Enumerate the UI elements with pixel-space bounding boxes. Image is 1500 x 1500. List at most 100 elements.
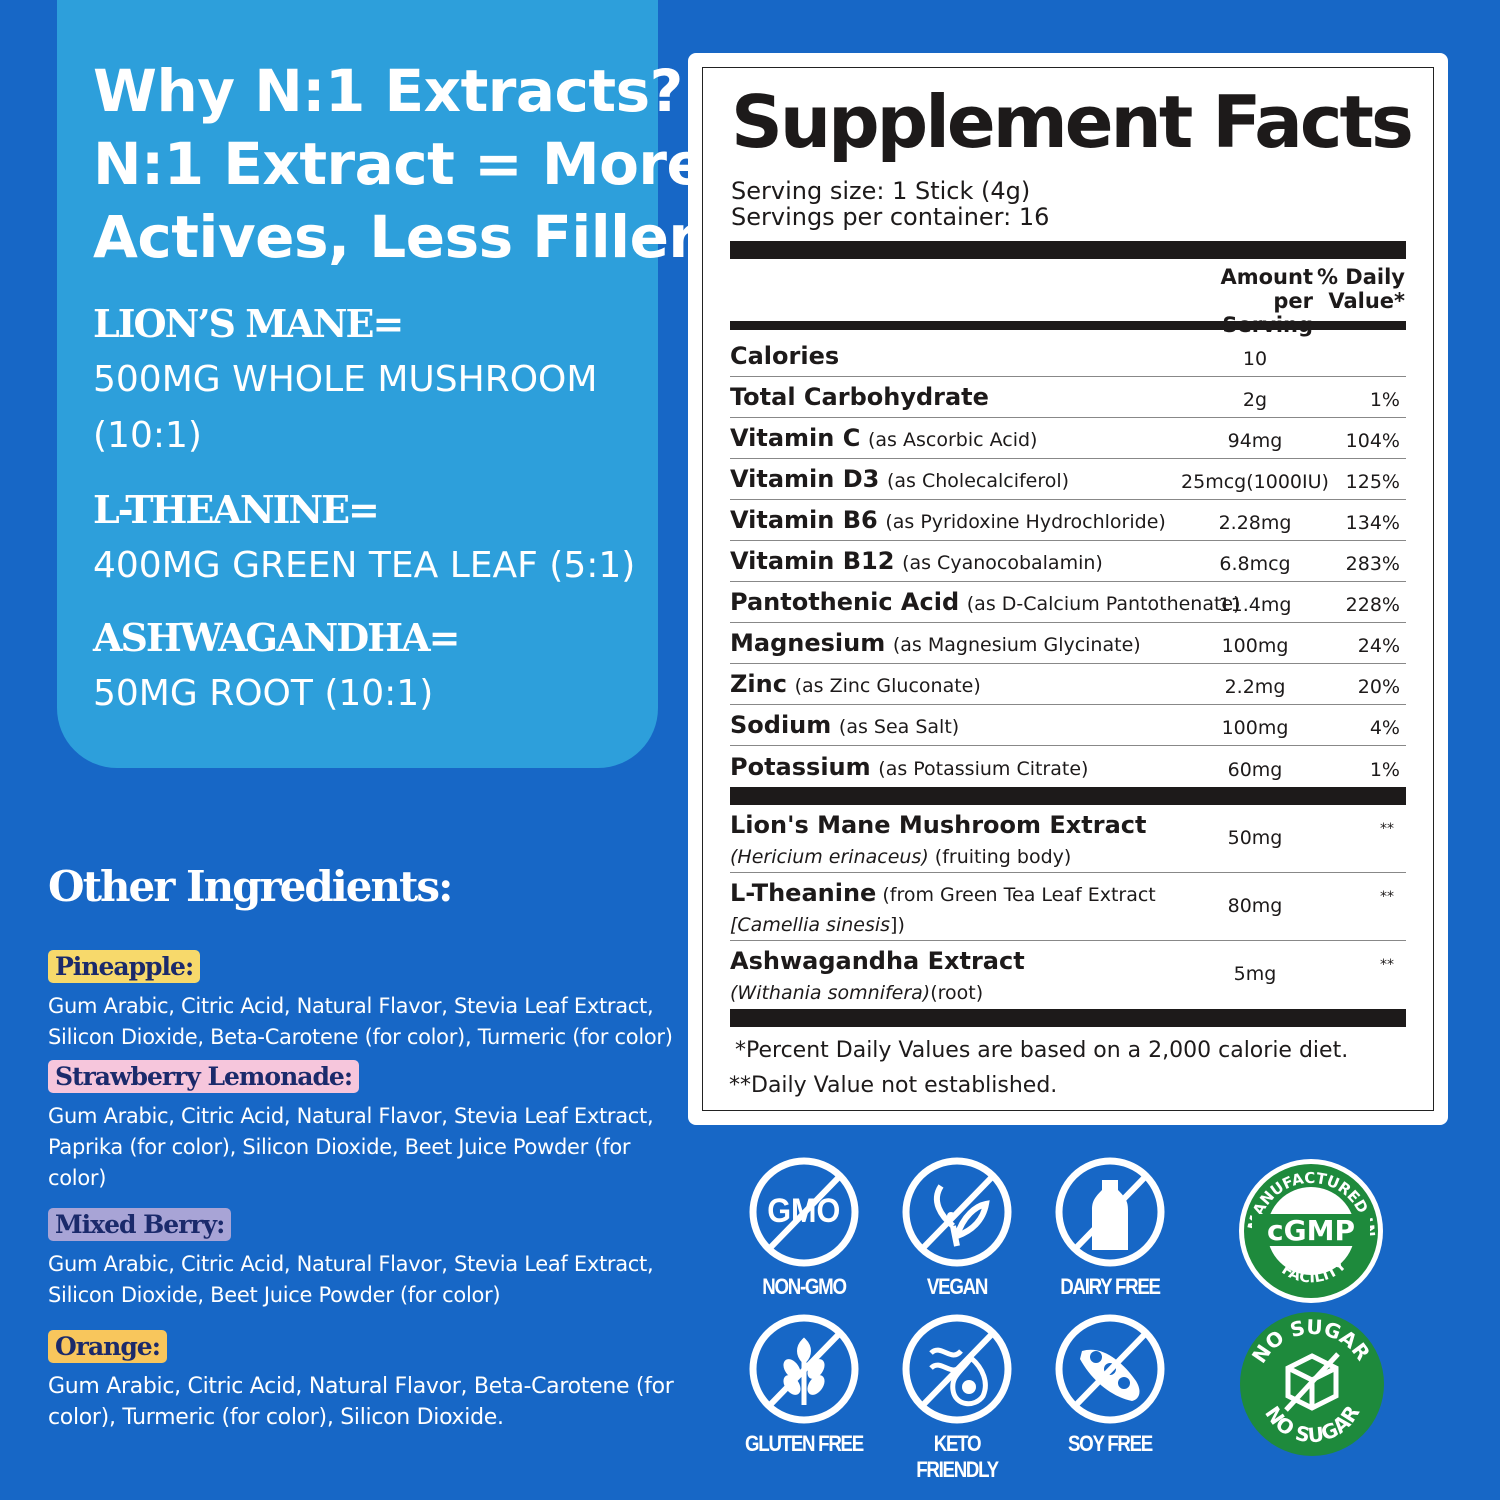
badge-vegan: VEGAN [887, 1156, 1027, 1300]
daily-value-header: % Daily Value* [1313, 265, 1405, 313]
nutrient-name: Vitamin B6 (as Pyridoxine Hydrochloride) [730, 506, 1166, 534]
nutrient-amount: 2.2mg [1224, 676, 1286, 698]
facts-title: Supplement Facts [731, 80, 1414, 164]
extract-daily-value: ** [1380, 821, 1394, 837]
extract-label: L-Theanine [730, 879, 877, 907]
flavor-tag: Strawberry Lemonade: [48, 1060, 360, 1093]
header-line: % Daily [1316, 265, 1405, 289]
extract-source: (from Green Tea Leaf Extract [876, 884, 1156, 906]
ingredient-detail: (10:1) [93, 415, 202, 456]
nutrient-name: Pantothenic Acid (as D-Calcium Pantothen… [730, 588, 1241, 616]
serving-size: Serving size: 1 Stick (4g) [731, 177, 1031, 205]
nutrient-name: Potassium (as Potassium Citrate) [730, 753, 1088, 781]
divider-medium [730, 321, 1406, 330]
flavor-ingredients: Gum Arabic, Citric Acid, Natural Flavor,… [48, 1252, 654, 1307]
nutrient-daily-value: 24% [1357, 635, 1400, 657]
ingredient-lions-mane: LION’S MANE= 500MG WHOLE MUSHROOM (10:1) [93, 296, 597, 464]
nutrient-amount: 2g [1242, 389, 1268, 411]
nutrient-row: Vitamin B12 (as Cyanocobalamin) 6.8mcg 283… [730, 541, 1406, 582]
ingredient-l-theanine: L-THEANINE= 400MG GREEN TEA LEAF (5:1) [93, 482, 635, 594]
divider-thick [730, 787, 1406, 805]
badge-soy-free: SOY FREE [1040, 1313, 1180, 1457]
divider-thick [730, 1009, 1406, 1027]
badge-keto-friendly: KETO FRIENDLY [887, 1313, 1027, 1483]
nutrient-row: Magnesium (as Magnesium Glycinate) 100mg 2… [730, 623, 1406, 664]
extract-name: Ashwagandha Extract (Withania somnifera)(… [730, 947, 1025, 1007]
serving-info: Serving size: 1 Stick (4g) Servings per … [731, 178, 1049, 230]
nutrient-label: Calories [730, 342, 840, 370]
extract-latin-name: (Hericium erinaceus) [730, 846, 929, 868]
flavor-mixed-berry: Mixed Berry: Gum Arabic, Citric Acid, Na… [48, 1208, 688, 1311]
nutrient-source: (as Potassium Citrate) [878, 758, 1089, 780]
nutrient-source: (as Cyanocobalamin) [902, 552, 1103, 574]
badge-gluten-free: GLUTEN FREE [734, 1313, 874, 1457]
extract-label: Ashwagandha Extract [730, 947, 1025, 975]
nutrient-row: Potassium (as Potassium Citrate) 60mg 1% [730, 746, 1406, 787]
extract-latin-name: [Camellia sinesis [730, 914, 891, 936]
badge-label: VEGAN [926, 1274, 988, 1299]
nutrient-amount: 6.8mcg [1219, 553, 1291, 575]
ingredient-ashwagandha: ASHWAGANDHA= 50MG ROOT (10:1) [93, 610, 460, 722]
badge-non-gmo: GMO NON-GMO [734, 1156, 874, 1300]
nutrient-daily-value: 283% [1345, 553, 1400, 575]
avocado-icon [902, 1314, 1012, 1424]
extract-name: L-Theanine (from Green Tea Leaf Extract [… [730, 879, 1156, 939]
nutrient-name: Vitamin D3 (as Cholecalciferol) [730, 465, 1069, 493]
nutrient-source: (as Ascorbic Acid) [867, 429, 1038, 451]
nutrient-label: Vitamin D3 [730, 465, 880, 493]
badge-dairy-free: DAIRY FREE [1040, 1156, 1180, 1300]
nutrient-name: Calories [730, 342, 839, 370]
soybean-icon [1055, 1314, 1165, 1424]
nutrient-amount: 11.4mg [1218, 594, 1292, 616]
extract-part: (root) [930, 982, 984, 1004]
why-line: Why N:1 Extracts? [93, 57, 683, 125]
nutrient-name: Sodium (as Sea Salt) [730, 711, 959, 739]
extract-row: Lion's Mane Mushroom Extract (Hericium er… [730, 805, 1406, 873]
ingredient-name: ASHWAGANDHA= [93, 615, 460, 660]
nutrient-name: Total Carbohydrate [730, 383, 989, 411]
nutrient-daily-value: 1% [1369, 389, 1400, 411]
nutrient-source: (as Sea Salt) [838, 716, 960, 738]
ingredient-detail: 50MG ROOT (10:1) [93, 673, 434, 714]
nutrient-name: Zinc (as Zinc Gluconate) [730, 670, 981, 698]
supplement-facts-label: Supplement Facts Serving size: 1 Stick (… [702, 67, 1434, 1111]
badge-label: GLUTEN FREE [745, 1431, 864, 1456]
nutrient-amount: 10 [1242, 348, 1268, 370]
extract-amount: 50mg [1227, 827, 1283, 849]
nutrient-row: Pantothenic Acid (as D-Calcium Pantothen… [730, 582, 1406, 623]
nutrient-label: Vitamin B6 [730, 506, 878, 534]
milk-bottle-icon [1055, 1157, 1165, 1267]
nutrient-label: Potassium [730, 753, 871, 781]
nutrient-daily-value: 4% [1369, 717, 1400, 739]
extract-name: Lion's Mane Mushroom Extract (Hericium er… [730, 811, 1146, 871]
nutrient-amount: 60mg [1227, 759, 1283, 781]
flavor-ingredients: Gum Arabic, Citric Acid, Natural Flavor,… [48, 1104, 654, 1190]
header-line: Value* [1328, 289, 1405, 313]
footnote-not-established: **Daily Value not established. [729, 1073, 1058, 1098]
extract-label: Lion's Mane Mushroom Extract [730, 811, 1147, 839]
nutrient-label: Sodium [730, 711, 832, 739]
nutrient-label: Zinc [730, 670, 787, 698]
nutrient-row: Zinc (as Zinc Gluconate) 2.2mg 20% [730, 664, 1406, 705]
extract-latin-name: (Withania somnifera) [730, 982, 931, 1004]
badge-label: KETO FRIENDLY [916, 1431, 999, 1482]
nutrient-source: (as Pyridoxine Hydrochloride) [885, 511, 1166, 533]
ingredient-detail: 400MG GREEN TEA LEAF (5:1) [93, 545, 636, 586]
nutrient-label: Vitamin C [730, 424, 861, 452]
nutrient-amount: 94mg [1227, 430, 1283, 452]
nutrient-label: Total Carbohydrate [730, 383, 989, 411]
why-heading: Why N:1 Extracts? N:1 Extract = More Act… [93, 55, 706, 274]
header-line: Amount [1220, 265, 1313, 289]
nutrient-daily-value: 20% [1357, 676, 1400, 698]
flavor-tag: Mixed Berry: [48, 1208, 232, 1241]
wheat-icon [749, 1314, 859, 1424]
extract-row: Ashwagandha Extract (Withania somnifera)(… [730, 941, 1406, 1009]
other-ingredients-title: Other Ingredients: [48, 862, 454, 911]
gmo-icon: GMO [749, 1157, 859, 1267]
nutrient-row: Vitamin C (as Ascorbic Acid) 94mg 104% [730, 418, 1406, 459]
nutrient-amount: 100mg [1221, 635, 1289, 657]
nutrient-amount: 2.28mg [1218, 512, 1292, 534]
nutrient-row: Sodium (as Sea Salt) 100mg 4% [730, 705, 1406, 746]
nutrient-amount: 25mcg(1000IU) [1181, 471, 1329, 493]
flavor-tag: Orange: [48, 1330, 167, 1363]
